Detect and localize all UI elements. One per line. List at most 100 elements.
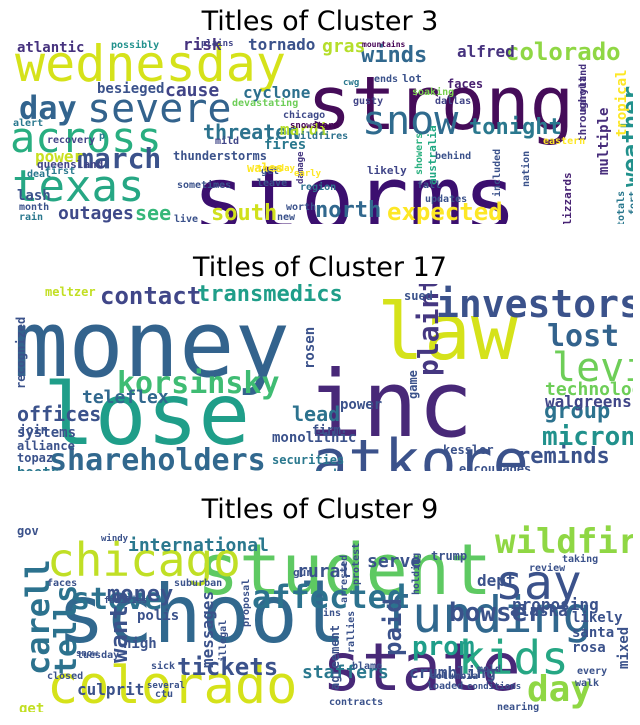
cloud-word: walgreens	[545, 392, 632, 411]
cloud-word: faces	[447, 77, 484, 91]
cloud-word: early	[294, 169, 322, 179]
cloud-word: lash	[17, 188, 51, 204]
cloud-word: affected	[252, 578, 407, 616]
cloud-word: conditions	[467, 682, 522, 692]
cloud-word: messages	[198, 590, 217, 668]
cloud-word: sometimes	[177, 180, 232, 191]
cloud-word: devastating	[232, 98, 299, 109]
cloud-word: cause	[165, 80, 220, 101]
panel-title: Titles of Cluster 9	[201, 494, 439, 525]
cloud-word: power	[35, 147, 84, 166]
cloud-word: money	[107, 582, 174, 607]
cloud-word: mixed	[616, 626, 632, 669]
cloud-word: chicago	[47, 533, 241, 587]
cloud-word: gusty	[353, 96, 384, 107]
cloud-word: throughout	[576, 75, 589, 142]
cloud-word: bowser	[449, 598, 543, 628]
cloud-word: day	[527, 669, 593, 710]
cloud-word: ends	[374, 74, 399, 85]
cloud-word: group	[544, 399, 611, 424]
cloud-word: storms	[192, 147, 518, 225]
cloud-word: review	[529, 563, 566, 574]
cloud-word: tickets	[177, 653, 279, 681]
cloud-word: alfred	[457, 42, 515, 61]
cloud-word: recovery	[47, 135, 96, 146]
cloud-word: rural	[297, 561, 352, 582]
cloud-word: likely	[572, 610, 623, 626]
cloud-word: sued	[404, 289, 433, 303]
cloud-word: atlantic	[17, 40, 85, 56]
cloud-word: snow	[76, 649, 98, 659]
cloud-word: state	[322, 629, 521, 706]
wordcloud: money lose law inc atkore investors shareholde…	[7, 284, 633, 471]
cloud-word: get	[261, 166, 280, 177]
cloud-word: wildfires	[495, 525, 633, 562]
cloud-word: arrested	[339, 554, 350, 603]
cloud-word: region	[300, 182, 337, 193]
cloud-word: trump	[431, 549, 468, 563]
cloud-word: first	[45, 166, 76, 177]
cloud-word: recognized	[14, 316, 28, 389]
cloud-word: encourages	[459, 462, 532, 471]
cloud-word: across	[10, 113, 162, 162]
cloud-word: school	[57, 568, 346, 661]
cloud-word: colorado	[505, 38, 621, 66]
cloud-word: nearing	[497, 702, 540, 713]
cloud-word: tonight	[469, 115, 562, 140]
cloud-word: snow	[362, 98, 459, 144]
cloud-word: kessler	[443, 443, 494, 457]
cloud-word: micron	[542, 422, 633, 452]
cloud-word: gras	[322, 37, 366, 57]
cloud-word: culprit	[77, 680, 145, 699]
cloud-word: every	[577, 666, 608, 677]
cloud-word: prom	[412, 632, 475, 662]
cloud-word: proposing	[512, 595, 599, 614]
cloud-word: south	[211, 201, 278, 225]
cloud-word: atkore	[312, 427, 529, 471]
cloud-word: texas	[12, 161, 145, 212]
cloud-word: alaska	[510, 601, 568, 620]
cloud-word: showers	[414, 132, 425, 175]
cloud-word: kids	[458, 631, 569, 685]
cloud-word: offices	[17, 402, 102, 426]
cloud-word: nation	[521, 150, 532, 187]
cloud-word: agreement	[328, 624, 342, 690]
cloud-word: systems	[17, 425, 77, 441]
cloud-word: boots	[17, 466, 59, 471]
cloud-word: investors	[436, 284, 633, 326]
cloud-word: multiple	[596, 107, 612, 175]
cloud-word: thunderstorms	[173, 149, 267, 163]
cloud-word: damage	[296, 151, 306, 184]
cloud-word: threaten	[203, 120, 300, 144]
cloud-word: funding	[382, 586, 593, 644]
cloud-word: expected	[387, 198, 503, 224]
panel-title: Titles of Cluster 17	[193, 252, 447, 283]
cloud-word: wednesday	[15, 37, 286, 93]
cloud-word: mardi	[280, 120, 329, 139]
cloud-word: polis	[137, 608, 180, 624]
cloud-word: rosa	[572, 640, 606, 656]
cloud-word: santa	[572, 625, 615, 641]
cloud-word: incorporated	[250, 468, 337, 471]
cloud-word: mold	[477, 664, 502, 675]
cloud-word: colorado	[47, 656, 298, 712]
cloud-word: outages	[58, 203, 134, 224]
cloud-word: loaded	[427, 681, 464, 692]
cloud-word: fires	[264, 137, 307, 153]
cloud-word: gun	[293, 566, 313, 579]
cloud-word: day	[19, 89, 77, 127]
cloud-word: protest	[351, 542, 362, 585]
cloud-word: ins	[323, 608, 342, 619]
cloud-word: tuesday	[77, 650, 120, 661]
cloud-word: snowstorm	[290, 121, 339, 131]
cloud-word: international	[128, 535, 269, 556]
cloud-word: rallies	[346, 610, 357, 653]
cloud-word: sick	[151, 661, 176, 672]
cloud-word: possibly	[111, 40, 160, 51]
cloud-word: blame	[352, 661, 383, 672]
cloud-word: securities	[272, 453, 345, 467]
cloud-word: proposal	[241, 578, 252, 627]
cloud-word: inc	[307, 351, 474, 458]
cloud-word: contracts	[329, 697, 384, 708]
cloud-word: soaking	[412, 87, 455, 98]
